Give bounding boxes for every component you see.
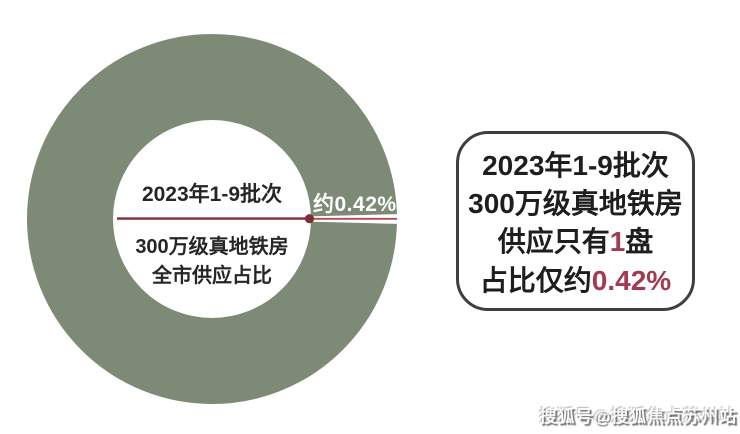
summary-line-4-text: 占比仅约 xyxy=(479,264,592,296)
summary-line-4: 占比仅约0.42% xyxy=(479,264,672,296)
callout-anchor-dot xyxy=(304,214,315,224)
summary-line-3-text: 供应只有 xyxy=(497,226,610,258)
summary-line-4-accent-value: 0.42% xyxy=(591,264,672,296)
summary-line-1: 2023年1-9批次 xyxy=(482,149,669,181)
donut-center-label-line-3: 全市供应占比 xyxy=(152,265,272,287)
donut-callout-label: 约0.42% xyxy=(313,193,397,216)
summary-line-3-accent-value: 1 xyxy=(609,226,626,258)
donut-chart xyxy=(27,34,399,404)
summary-line-3: 供应只有1盘 xyxy=(498,227,654,256)
donut-center-label-line-2: 300万级真地铁房 xyxy=(135,236,289,258)
summary-line-2: 300万级真地铁房 xyxy=(468,188,683,220)
summary-card: 2023年1-9批次 300万级真地铁房 供应只有1盘 占比仅约0.42% xyxy=(456,131,695,311)
summary-line-3-suffix: 盘 xyxy=(625,226,654,258)
watermark: 搜狐号@搜狐焦点苏州站 xyxy=(539,407,737,426)
donut-center-label-line-1: 2023年1-9批次 xyxy=(141,183,283,206)
